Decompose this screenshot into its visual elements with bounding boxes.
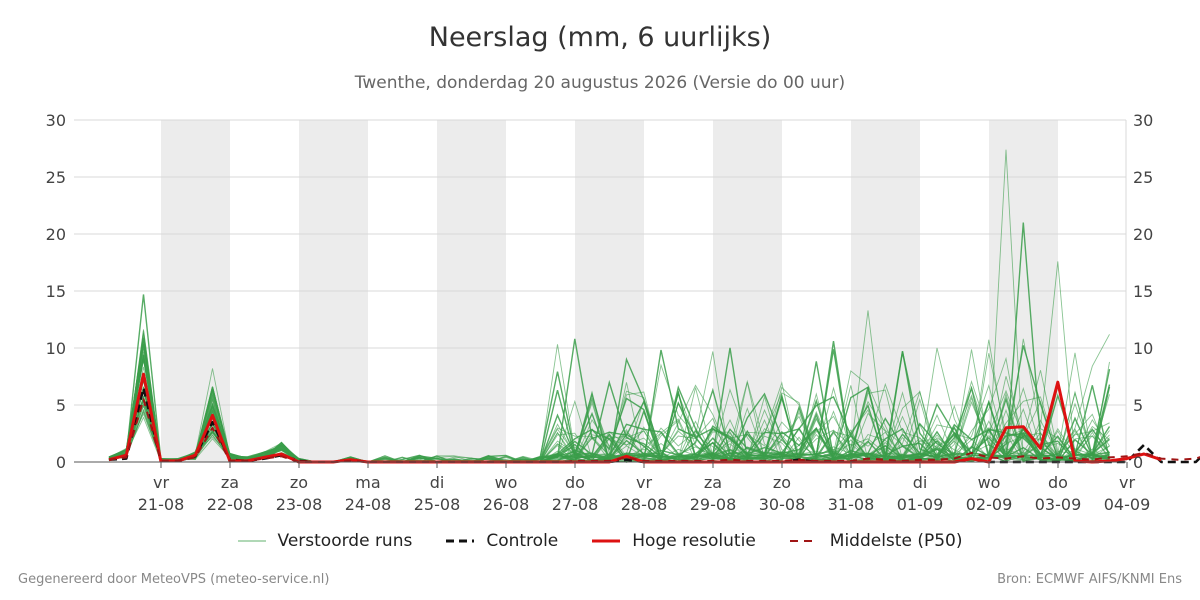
x-tick-label-date: 21-08: [138, 495, 185, 514]
y-tick-label-right: 30: [1133, 111, 1153, 130]
y-tick-label-left: 5: [56, 396, 66, 415]
x-tick-label-date: 22-08: [207, 495, 254, 514]
x-tick-label-date: 04-09: [1104, 495, 1151, 514]
footer-generated-by: Gegenereerd door MeteoVPS (meteo-service…: [18, 572, 330, 587]
legend-label-hoge-resolutie: Hoge resolutie: [632, 531, 756, 551]
axes: 0 0 5 5 10 10 15 15 20 20 25 25 30 30 vr 21-08 za 22-08 zo…: [46, 111, 1154, 514]
legend-label-controle: Controle: [486, 531, 559, 551]
y-tick-label-right: 15: [1133, 282, 1153, 301]
x-tick-label-date: 03-09: [1035, 495, 1082, 514]
x-tick-label-date: 30-08: [759, 495, 806, 514]
x-tick-label-date: 29-08: [690, 495, 737, 514]
x-tick-label-date: 26-08: [483, 495, 530, 514]
ensemble-run: [108, 340, 1110, 463]
x-tick-label-date: 23-08: [276, 495, 323, 514]
y-tick-label-left: 25: [46, 168, 66, 187]
x-tick-label-date: 25-08: [414, 495, 461, 514]
x-tick-label-day: di: [913, 473, 928, 492]
legend-label-ensemble: Verstoorde runs: [277, 531, 413, 551]
x-tick-label-day: wo: [495, 473, 518, 492]
y-tick-label-left: 30: [46, 111, 66, 130]
x-tick-label-day: wo: [978, 473, 1001, 492]
x-tick-label-day: za: [704, 473, 722, 492]
x-tick-label-day: vr: [1119, 473, 1135, 492]
legend-item-controle[interactable]: Controle: [446, 531, 558, 551]
x-tick-label-date: 02-09: [966, 495, 1013, 514]
y-tick-label-left: 0: [56, 453, 66, 472]
legend-swatch-controle: [446, 539, 475, 543]
x-tick-label-day: zo: [290, 473, 308, 492]
legend-item-hoge-resolutie[interactable]: Hoge resolutie: [592, 531, 756, 551]
legend-item-p50[interactable]: Middelste (P50): [789, 531, 963, 551]
legend-swatch-ensemble: [237, 540, 266, 542]
chart-subtitle: Twenthe, donderdag 20 augustus 2026 (Ver…: [354, 73, 846, 93]
x-tick-label-day: zo: [773, 473, 791, 492]
x-tick-label-date: 24-08: [345, 495, 392, 514]
x-tick-label-day: ma: [355, 473, 380, 492]
x-tick-label-day: ma: [838, 473, 863, 492]
y-tick-label-right: 25: [1133, 168, 1153, 187]
x-tick-label-date: 01-09: [897, 495, 944, 514]
x-tick-label-date: 27-08: [552, 495, 599, 514]
x-tick-label-day: do: [565, 473, 585, 492]
chart-legend: Verstoorde runs Controle Hoge resolutie …: [0, 531, 1200, 551]
footer-source: Bron: ECMWF AIFS/KNMI Ens: [997, 572, 1182, 587]
x-tick-label-day: vr: [153, 473, 169, 492]
chart-title: Neerslag (mm, 6 uurlijks): [428, 22, 772, 53]
y-tick-label-left: 15: [46, 282, 66, 301]
y-tick-label-right: 0: [1133, 453, 1143, 472]
legend-label-p50: Middelste (P50): [829, 531, 963, 551]
y-tick-label-right: 20: [1133, 225, 1153, 244]
x-tick-label-date: 28-08: [621, 495, 668, 514]
x-tick-label-day: do: [1048, 473, 1068, 492]
y-tick-label-left: 20: [46, 225, 66, 244]
x-tick-label-date: 31-08: [828, 495, 875, 514]
legend-swatch-p50: [789, 540, 818, 542]
legend-swatch-hoge-resolutie: [592, 539, 621, 543]
y-tick-label-right: 5: [1133, 396, 1143, 415]
ensemble-run: [108, 339, 1110, 463]
x-tick-label-day: za: [221, 473, 239, 492]
y-tick-label-left: 10: [46, 339, 66, 358]
y-tick-label-right: 10: [1133, 339, 1153, 358]
ensemble-run: [108, 344, 1110, 463]
x-tick-label-day: vr: [636, 473, 652, 492]
x-tick-label-day: di: [430, 473, 445, 492]
legend-item-ensemble[interactable]: Verstoorde runs: [237, 531, 413, 551]
